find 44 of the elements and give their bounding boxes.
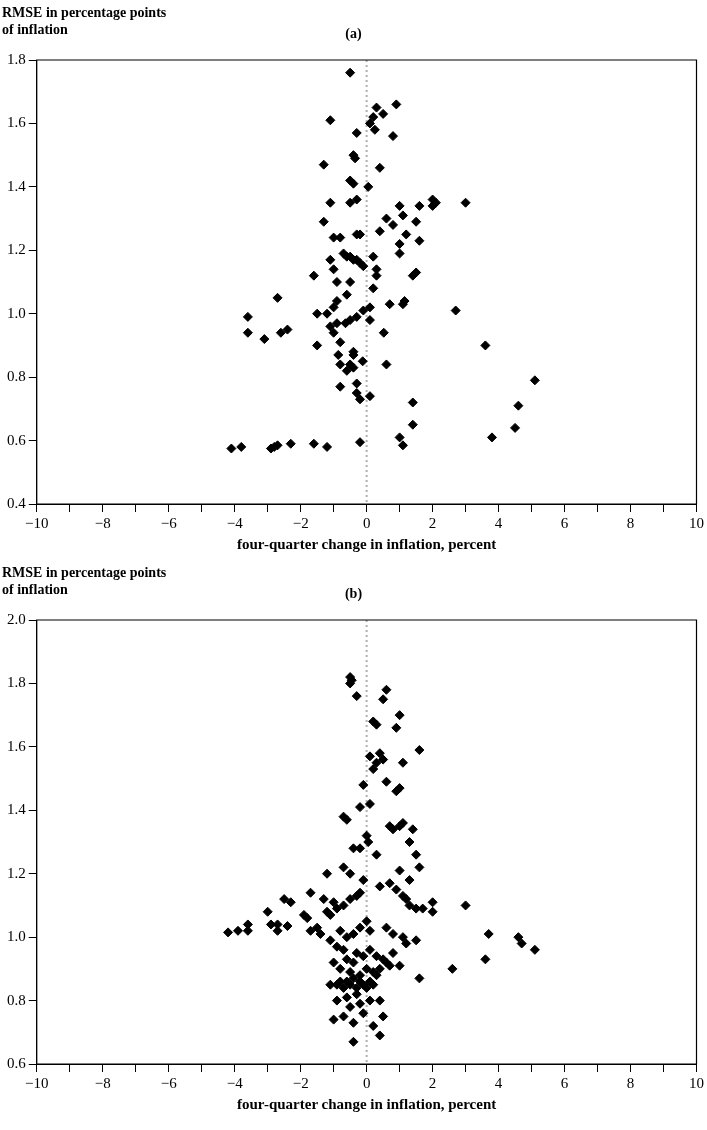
x-tick-label: −8 bbox=[94, 1074, 111, 1091]
x-tick-label: −4 bbox=[226, 514, 244, 531]
x-tick-label: 4 bbox=[494, 1074, 503, 1091]
x-axis-title: four-quarter change in inflation, percent bbox=[236, 1095, 497, 1112]
x-tick-label: −8 bbox=[94, 514, 111, 531]
y-tick-label: 0.8 bbox=[7, 368, 26, 385]
x-tick-label: 0 bbox=[362, 514, 371, 531]
x-tick-label: 4 bbox=[494, 514, 503, 531]
x-tick-label: 6 bbox=[560, 514, 569, 531]
y-tick-label: 1.0 bbox=[7, 928, 26, 945]
y-axis-title: RMSE in percentage points of inflation bbox=[2, 4, 168, 38]
x-tick-label: 2 bbox=[428, 514, 437, 531]
y-tick-label: 1.6 bbox=[7, 737, 27, 754]
chart-title: (a) bbox=[345, 26, 362, 41]
x-tick-label: 8 bbox=[626, 514, 635, 531]
y-tick-label: 1.2 bbox=[7, 241, 26, 258]
y-tick-label: 2.0 bbox=[7, 610, 26, 627]
x-tick-label: −10 bbox=[25, 514, 49, 531]
x-tick-label: 0 bbox=[362, 1074, 371, 1091]
x-tick-label: −10 bbox=[25, 1074, 49, 1091]
y-tick-label: 1.2 bbox=[7, 864, 26, 881]
y-axis-title: RMSE in percentage points of inflation bbox=[2, 564, 168, 598]
y-tick-label: 0.4 bbox=[7, 494, 27, 511]
y-tick-label: 0.8 bbox=[7, 991, 26, 1008]
x-tick-label: 2 bbox=[428, 1074, 437, 1091]
y-tick-label: 1.6 bbox=[7, 114, 27, 131]
y-tick-label: 1.8 bbox=[7, 50, 26, 67]
y-tick-label: 0.6 bbox=[7, 1054, 27, 1071]
x-tick-label: −6 bbox=[160, 514, 178, 531]
y-tick-label: 1.4 bbox=[7, 177, 27, 194]
x-tick-label: −2 bbox=[292, 514, 309, 531]
x-tick-label: 10 bbox=[689, 514, 704, 531]
x-tick-label: −6 bbox=[160, 1074, 178, 1091]
x-tick-label: −2 bbox=[292, 1074, 309, 1091]
chart-title: (b) bbox=[344, 586, 363, 601]
x-axis-title: four-quarter change in inflation, percent bbox=[236, 535, 497, 552]
y-tick-label: 0.6 bbox=[7, 431, 27, 448]
y-tick-label: 1.8 bbox=[7, 674, 26, 691]
y-tick-label: 1.4 bbox=[7, 801, 27, 818]
y-tick-label: 1.0 bbox=[7, 304, 26, 321]
x-tick-label: 6 bbox=[560, 1074, 569, 1091]
x-tick-label: −4 bbox=[226, 1074, 244, 1091]
x-tick-label: 10 bbox=[689, 1074, 704, 1091]
x-tick-label: 8 bbox=[626, 1074, 635, 1091]
